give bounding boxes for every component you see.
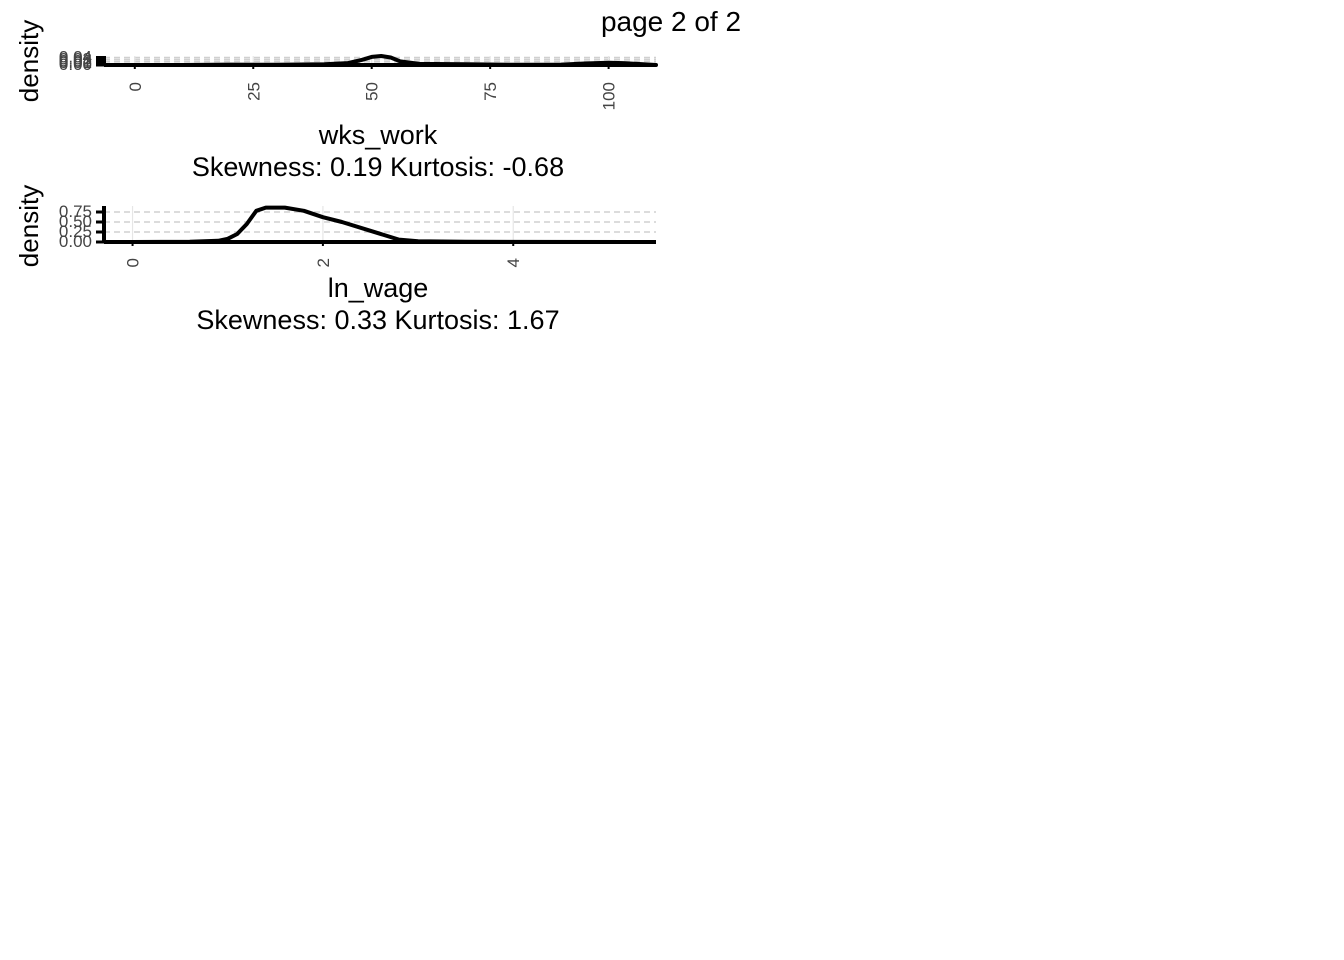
y-tick-label: 0.25 — [59, 222, 92, 241]
page-title: page 2 of 2 — [600, 6, 742, 37]
y-tick-label: 0.03 — [59, 49, 92, 68]
x-tick-label: 75 — [481, 82, 500, 101]
y-tick-label: 0.00 — [59, 55, 92, 74]
y-tick-label: 0.50 — [59, 212, 92, 231]
y-tick-label: 0.75 — [59, 202, 92, 221]
y-tick-label: 0.04 — [59, 48, 92, 67]
chart-subtitle: Skewness: 0.19 Kurtosis: -0.68 — [192, 152, 564, 182]
chart-ln-wage: 0.000.250.500.75 0 2 4 density ln_wageSkewnes… — [14, 185, 656, 335]
y-tick-label: 0.00 — [59, 232, 92, 251]
x-tick-label: 50 — [363, 82, 382, 101]
x-tick-label: 0 — [126, 82, 145, 91]
y-tick-label: 0.01 — [59, 53, 92, 72]
density-curve — [130, 205, 630, 244]
chart-subtitle: Skewness: 0.33 Kurtosis: 1.67 — [196, 305, 559, 335]
x-axis-label: wks_work — [318, 120, 438, 150]
x-tick-label: 100 — [600, 82, 619, 110]
y-axis-label: density — [14, 185, 44, 267]
density-curve — [109, 54, 658, 67]
y-axis-label: density — [14, 20, 44, 102]
x-tick-label: 2 — [314, 258, 333, 267]
x-axis-label: ln_wage — [328, 273, 429, 303]
x-tick-label: 0 — [124, 258, 143, 267]
x-tick-label: 25 — [244, 82, 263, 101]
chart-wks-work: 0.000.010.020.030.04 0 25 50 75 100 density wks… — [14, 20, 658, 182]
y-tick-label: 0.02 — [59, 51, 92, 70]
x-tick-label: 4 — [504, 258, 523, 267]
